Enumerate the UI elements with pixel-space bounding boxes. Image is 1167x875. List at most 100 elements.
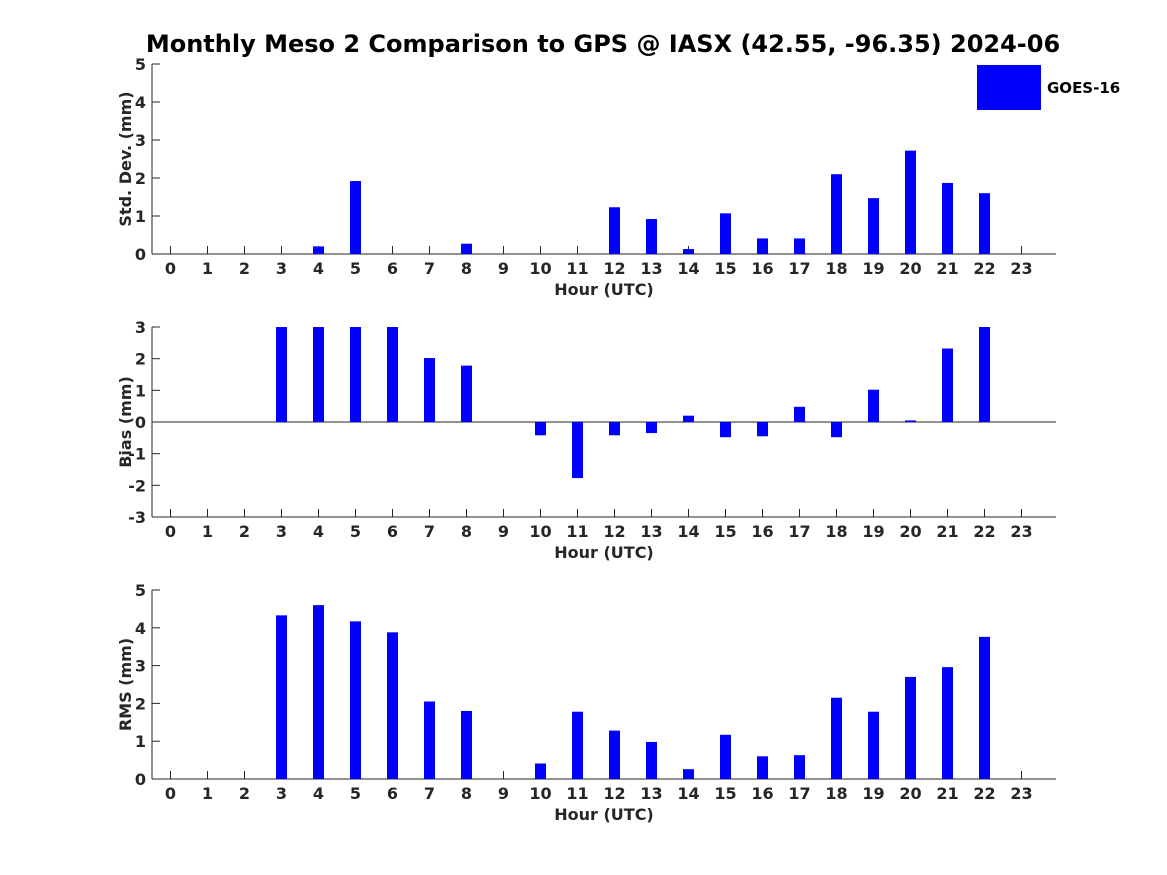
std-dev-x-tick-label: 22 — [973, 259, 995, 278]
legend-label-goes-16: GOES-16 — [1047, 79, 1120, 97]
rms-x-tick-label: 11 — [566, 784, 588, 803]
bias-bar-hour-17 — [794, 406, 805, 422]
bias-x-tick-label: 6 — [387, 522, 398, 541]
rms-bar-hour-21 — [942, 667, 953, 779]
rms-bar-hour-16 — [757, 756, 768, 779]
rms-x-tick-label: 1 — [202, 784, 213, 803]
bias-bar-hour-8 — [461, 365, 472, 422]
rms-bar-hour-19 — [868, 711, 879, 779]
std-dev-bar-hour-20 — [905, 150, 916, 254]
std-dev-x-tick-label: 9 — [498, 259, 509, 278]
rms-bar-hour-15 — [720, 734, 731, 779]
std-dev-x-tick-label: 0 — [165, 259, 176, 278]
bias-y-tick-label: 0 — [135, 413, 146, 432]
std-dev-x-tick-label: 3 — [276, 259, 287, 278]
bias-bar-hour-6 — [387, 327, 398, 422]
std-dev-x-tick-label: 11 — [566, 259, 588, 278]
bias-x-tick-label: 19 — [862, 522, 884, 541]
bias-x-tick-label: 17 — [788, 522, 810, 541]
bias-bar-hour-5 — [350, 327, 361, 422]
rms-x-tick-label: 20 — [899, 784, 921, 803]
std-dev-x-tick-label: 6 — [387, 259, 398, 278]
bias-bar-hour-14 — [683, 415, 694, 422]
rms-bar-hour-4 — [313, 605, 324, 779]
std-dev-x-tick-label: 4 — [313, 259, 324, 278]
std-dev-bar-hour-19 — [868, 198, 879, 254]
std-dev-x-tick-label: 21 — [936, 259, 958, 278]
rms-bar-hour-12 — [609, 730, 620, 779]
std-dev-bar-hour-17 — [794, 238, 805, 254]
std-dev-x-axis-label: Hour (UTC) — [554, 280, 654, 299]
std-dev-bar-hour-4 — [313, 246, 324, 254]
rms-bar-hour-13 — [646, 741, 657, 779]
bias-x-tick-label: 8 — [461, 522, 472, 541]
bias-x-tick-label: 14 — [677, 522, 699, 541]
std-dev-bar-hour-15 — [720, 213, 731, 254]
std-dev-y-tick-label: 1 — [135, 207, 146, 226]
std-dev-x-tick-label: 20 — [899, 259, 921, 278]
std-dev-y-tick-label: 4 — [135, 93, 146, 112]
bias-x-axis-label: Hour (UTC) — [554, 543, 654, 562]
bias-y-axis-label: Bias (mm) — [116, 376, 135, 468]
std-dev-y-tick-label: 2 — [135, 169, 146, 188]
bias-bar-hour-3 — [276, 327, 287, 422]
std-dev-x-tick-label: 12 — [603, 259, 625, 278]
std-dev-bar-hour-16 — [757, 238, 768, 254]
rms-x-tick-label: 14 — [677, 784, 699, 803]
rms-x-tick-label: 2 — [239, 784, 250, 803]
bias-x-tick-label: 11 — [566, 522, 588, 541]
bias-bar-hour-18 — [831, 422, 842, 438]
bias-bar-hour-7 — [424, 358, 435, 422]
bias-bar-hour-12 — [609, 422, 620, 436]
std-dev-x-tick-label: 8 — [461, 259, 472, 278]
rms-x-axis-label: Hour (UTC) — [554, 805, 654, 824]
rms-y-tick-label: 5 — [135, 581, 146, 600]
bias-y-tick-label: -2 — [128, 476, 146, 495]
bias-x-tick-label: 1 — [202, 522, 213, 541]
rms-bar-hour-18 — [831, 697, 842, 779]
rms-bar-hour-5 — [350, 621, 361, 779]
bias-x-tick-label: 7 — [424, 522, 435, 541]
std-dev-bar-hour-13 — [646, 219, 657, 254]
rms-y-tick-label: 3 — [135, 657, 146, 676]
figure-title: Monthly Meso 2 Comparison to GPS @ IASX … — [146, 30, 1060, 58]
rms-x-tick-label: 9 — [498, 784, 509, 803]
rms-bar-hour-7 — [424, 701, 435, 779]
std-dev-x-tick-label: 1 — [202, 259, 213, 278]
bias-bar-hour-10 — [535, 422, 546, 436]
std-dev-x-tick-label: 16 — [751, 259, 773, 278]
rms-y-tick-label: 4 — [135, 619, 146, 638]
bias-x-tick-label: 4 — [313, 522, 324, 541]
std-dev-bar-hour-22 — [979, 193, 990, 254]
rms-x-tick-label: 19 — [862, 784, 884, 803]
rms-bar-hour-6 — [387, 632, 398, 779]
rms-bar-hour-11 — [572, 711, 583, 779]
rms-x-tick-label: 3 — [276, 784, 287, 803]
std-dev-y-tick-label: 0 — [135, 245, 146, 264]
std-dev-y-axis-label: Std. Dev. (mm) — [116, 91, 135, 226]
bias-x-tick-label: 12 — [603, 522, 625, 541]
rms-x-tick-label: 21 — [936, 784, 958, 803]
rms-bar-hour-22 — [979, 636, 990, 779]
legend-swatch-goes-16 — [977, 65, 1041, 110]
rms-x-tick-label: 16 — [751, 784, 773, 803]
rms-x-tick-label: 18 — [825, 784, 847, 803]
std-dev-y-tick-label: 3 — [135, 131, 146, 150]
bias-x-tick-label: 16 — [751, 522, 773, 541]
legend: GOES-16 — [977, 65, 1120, 110]
bias-y-tick-label: -1 — [128, 445, 146, 464]
bias-x-tick-label: 23 — [1010, 522, 1032, 541]
bias-y-tick-label: 1 — [135, 381, 146, 400]
bias-y-tick-label: 2 — [135, 350, 146, 369]
rms-y-tick-label: 0 — [135, 770, 146, 789]
rms-bar-hour-20 — [905, 676, 916, 779]
bias-x-tick-label: 21 — [936, 522, 958, 541]
bias-bar-hour-22 — [979, 327, 990, 422]
std-dev-bar-hour-18 — [831, 174, 842, 254]
bias-bar-hour-16 — [757, 422, 768, 437]
rms-bar-hour-17 — [794, 755, 805, 779]
rms-x-tick-label: 7 — [424, 784, 435, 803]
bias-x-tick-label: 13 — [640, 522, 662, 541]
